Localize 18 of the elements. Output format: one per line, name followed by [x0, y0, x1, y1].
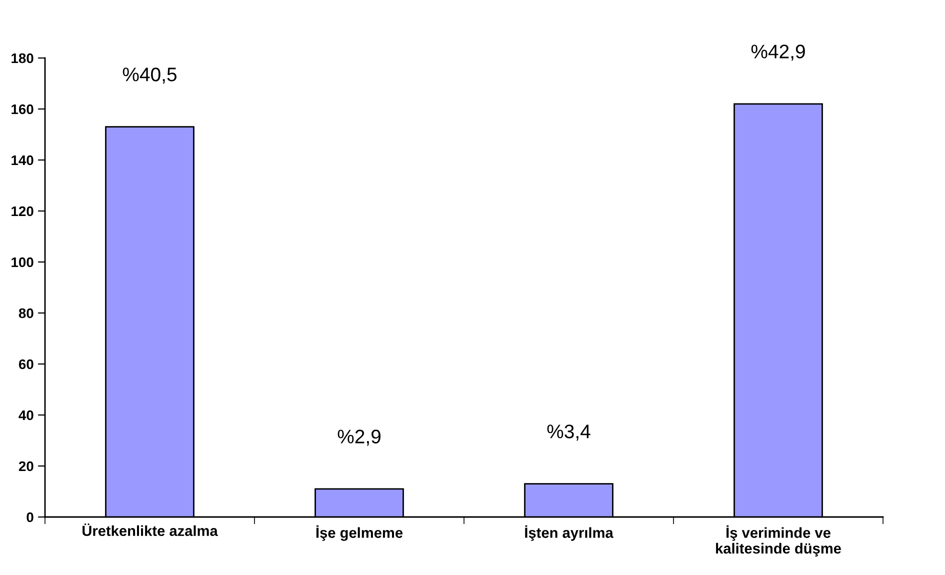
annotation: %42,9: [751, 44, 805, 61]
y-tick-label: 40: [18, 410, 34, 420]
x-tick-label: İşten ayrılma: [525, 525, 614, 541]
y-tick-label: 60: [18, 359, 34, 370]
annotation: %40,5: [122, 68, 177, 84]
y-tick-label: 160: [12, 104, 34, 114]
annotation: %3,4: [547, 424, 590, 441]
y-tick-label: 0: [26, 512, 34, 522]
y-tick-label: 180: [12, 53, 34, 64]
y-tick-label: 100: [12, 257, 34, 268]
x-tick-label: Üretkenlikte azalma: [82, 523, 218, 536]
y-tick-label: 120: [12, 206, 34, 216]
y-tick-label: 140: [12, 155, 34, 166]
annotation: %2,9: [338, 430, 380, 446]
x-tick-label: İş veriminde ve kalitesinde düşme: [716, 525, 841, 557]
y-tick-label: 80: [18, 308, 34, 318]
x-tick-label: İşe gelmeme: [316, 525, 403, 541]
y-tick-label: 20: [18, 461, 34, 472]
